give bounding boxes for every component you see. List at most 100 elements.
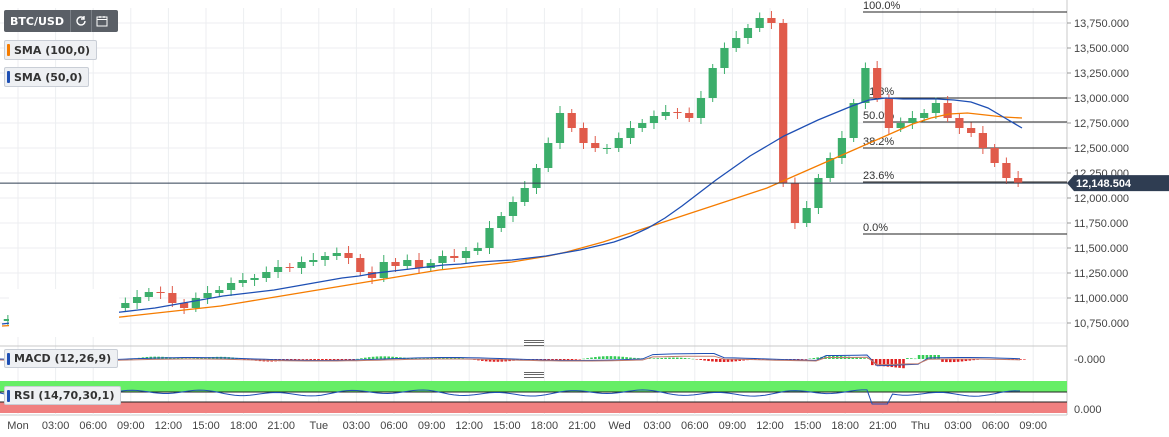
x-tick-label: 15:00 [493,420,521,432]
sma-50-indicator[interactable]: SMA (50,0) [4,67,90,87]
macd-histogram-bar [325,359,328,361]
candle-body [990,148,999,163]
macd-histogram-bar [582,358,585,360]
macd-histogram-bar [878,359,882,366]
candle-body [379,262,388,278]
candle-body [497,216,506,228]
macd-histogram-bar [804,359,808,360]
macd-histogram-bar [360,358,363,359]
macd-histogram-bar [422,358,426,359]
macd-histogram-bar [707,359,710,362]
macd-histogram-bar [687,358,691,359]
macd-indicator[interactable]: MACD (12,26,9) [4,349,119,368]
sma-100-label: SMA (100,0) [14,43,91,57]
candle-body [802,208,811,223]
candle-body [179,303,189,308]
macd-histogram-bar [874,359,878,366]
macd-histogram-bar [352,359,355,360]
candle-body [579,128,588,143]
sma-100-indicator[interactable]: SMA (100,0) [4,40,98,60]
candle-body [1014,178,1023,183]
x-tick-label: 21:00 [568,420,596,432]
last-price-label: 12,148.504 [1076,178,1132,190]
macd-histogram-bar [457,357,461,359]
candle-body [250,278,259,280]
candle-body [403,260,412,266]
pane-resize-handle[interactable] [524,340,544,346]
macd-histogram-bar [851,357,855,359]
macd-label: MACD (12,26,9) [14,352,112,365]
x-tick-label: 09:00 [418,420,446,432]
y-tick-label: 11,750.000 [1074,218,1128,230]
pane-resize-handle[interactable] [524,372,544,378]
candle-body [297,262,306,268]
candle-body [849,103,858,138]
rsi-indicator[interactable]: RSI (14,70,30,1) [4,386,122,405]
macd-histogram-bar [434,357,437,359]
candle-body [720,48,729,68]
macd-histogram-bar [426,358,429,359]
symbol-header[interactable]: BTC/USD [4,10,118,32]
macd-histogram-bar [968,359,972,361]
macd-histogram-bar [937,355,940,359]
rsi-y-tick-label: 0.000 [1074,404,1102,416]
x-tick-label: 18:00 [831,420,859,432]
candle-body [767,18,776,23]
candle-body [755,18,764,28]
macd-histogram-bar [176,357,180,359]
macd-histogram-bar [882,359,886,367]
candle-body [826,158,835,178]
x-tick-label: Wed [608,420,630,432]
candle-body [320,256,330,260]
candle-body [908,118,917,123]
macd-histogram-bar [656,358,660,359]
x-tick-label: 06:00 [79,420,107,432]
calendar-icon[interactable] [90,10,112,32]
macd-histogram-bar [379,356,383,359]
macd-histogram-bar [679,357,683,359]
candle-body [332,253,341,256]
y-tick-label: 11,500.000 [1074,243,1128,255]
candle-body [450,256,459,258]
candle-body [743,28,753,38]
x-tick-label: 09:00 [1019,420,1047,432]
macd-histogram-bar [1019,359,1022,360]
candle-body [896,123,905,128]
candle-body [861,68,870,103]
macd-histogram-bar [660,358,663,359]
x-tick-label: 03:00 [343,420,371,432]
macd-histogram-bar [344,359,348,361]
y-tick-label: 10,750.000 [1074,318,1129,330]
macd-histogram-bar [477,359,480,361]
candle-body [367,272,377,278]
candle-body [649,116,659,123]
x-tick-label: 09:00 [719,420,747,432]
macd-histogram-bar [886,359,890,367]
candle-body [614,138,623,148]
macd-histogram-bar [371,356,375,359]
macd-histogram-bar [305,359,309,360]
candle-body [426,263,435,268]
x-tick-label: 21:00 [869,420,897,432]
x-tick-label: 18:00 [230,420,258,432]
macd-histogram-bar [964,359,968,362]
macd-histogram-bar [598,356,601,359]
x-tick-label: 03:00 [944,420,972,432]
candle-body [708,68,717,98]
candle-body [591,143,600,148]
macd-histogram-bar [492,359,496,362]
macd-histogram-bar [590,357,593,359]
candle-body [920,113,929,118]
macd-histogram-bar [445,357,449,359]
refresh-icon[interactable] [69,10,91,32]
macd-histogram-bar [664,357,667,359]
macd-histogram-bar [894,359,897,368]
macd-histogram-bar [808,358,812,360]
candle-body [132,297,142,303]
rsi-line [0,389,1021,405]
candle-body [273,267,283,272]
rsi-oversold-zone [0,402,1067,413]
candle-body [203,293,212,298]
macd-histogram-bar [200,357,203,359]
